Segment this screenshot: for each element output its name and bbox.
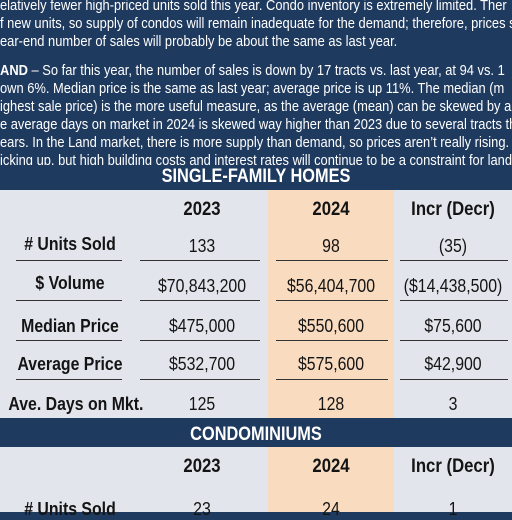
condo-table: 2023 2024 Incr (Decr) # Units Sold 23 24… bbox=[0, 447, 512, 519]
row-divider bbox=[400, 379, 508, 380]
row-divider bbox=[140, 260, 260, 261]
land-line: ighest sale price) is the more useful me… bbox=[0, 98, 512, 115]
row-label: # Units Sold bbox=[24, 499, 116, 519]
cell-2024: $56,404,700 bbox=[286, 276, 376, 296]
market-commentary: elatively fewer high-priced units sold t… bbox=[0, 0, 512, 165]
header-2023: 2023 bbox=[183, 199, 221, 220]
header-2024: 2024 bbox=[312, 456, 350, 477]
cell-2024: $550,600 bbox=[297, 316, 365, 336]
intro-line: ear-end number of sales will probably be… bbox=[0, 33, 398, 50]
land-line: icking up, but high building costs and i… bbox=[0, 152, 512, 165]
cell-diff: 1 bbox=[448, 499, 458, 519]
sfh-table: 2023 2024 Incr (Decr) # Units Sold 133 9… bbox=[0, 190, 512, 418]
cell-2023: $532,700 bbox=[168, 354, 236, 374]
condo-section-title: CONDOMINIUMS bbox=[190, 424, 322, 445]
row-divider bbox=[400, 300, 508, 301]
row-divider bbox=[140, 379, 260, 380]
cell-2023: $475,000 bbox=[168, 316, 236, 336]
row-divider bbox=[400, 340, 508, 341]
cell-2024: 128 bbox=[317, 394, 345, 414]
cell-diff: $42,900 bbox=[424, 354, 482, 374]
cell-diff: 3 bbox=[448, 394, 458, 414]
row-divider bbox=[16, 340, 122, 341]
land-line: ears. In the Land market, there is more … bbox=[0, 134, 512, 151]
header-incr-decr: Incr (Decr) bbox=[411, 199, 495, 220]
row-label: Median Price bbox=[21, 316, 119, 336]
row-divider bbox=[16, 379, 122, 380]
cell-diff: $75,600 bbox=[424, 316, 482, 336]
row-label: # Units Sold bbox=[24, 234, 116, 254]
row-divider bbox=[16, 260, 122, 261]
cell-2023: 23 bbox=[193, 499, 211, 519]
row-divider bbox=[276, 300, 388, 301]
land-line: AND – So far this year, the number of sa… bbox=[0, 62, 505, 79]
cell-2023: $70,843,200 bbox=[157, 276, 247, 296]
sfh-section-title: SINGLE-FAMILY HOMES bbox=[161, 166, 351, 187]
intro-line: elatively fewer high-priced units sold t… bbox=[0, 0, 507, 14]
header-2023: 2023 bbox=[183, 456, 221, 477]
row-divider bbox=[276, 260, 388, 261]
row-divider bbox=[276, 379, 388, 380]
row-divider bbox=[400, 260, 508, 261]
row-label: Ave. Days on Mkt. bbox=[8, 394, 144, 414]
row-label: Average Price bbox=[17, 354, 123, 374]
cell-2023: 133 bbox=[188, 236, 216, 256]
header-2024: 2024 bbox=[312, 199, 350, 220]
cell-diff: (35) bbox=[438, 236, 468, 256]
row-divider bbox=[140, 340, 260, 341]
header-incr-decr: Incr (Decr) bbox=[411, 456, 495, 477]
cell-2023: 125 bbox=[188, 394, 216, 414]
row-divider bbox=[16, 300, 122, 301]
cell-diff: ($14,438,500) bbox=[403, 276, 503, 296]
highlight-column-2024 bbox=[268, 190, 394, 418]
intro-line: f new units, so supply of condos will re… bbox=[0, 15, 512, 32]
cell-2024: 98 bbox=[322, 236, 340, 256]
row-label: $ Volume bbox=[35, 273, 105, 293]
cell-2024: 24 bbox=[322, 499, 340, 519]
row-divider bbox=[140, 300, 260, 301]
row-divider bbox=[276, 340, 388, 341]
cell-2024: $575,600 bbox=[297, 354, 365, 374]
land-line: e average days on market in 2024 is skew… bbox=[0, 116, 512, 133]
land-line: own 6%. Median price is the same as last… bbox=[0, 80, 505, 97]
highlight-column-2024 bbox=[268, 447, 394, 512]
